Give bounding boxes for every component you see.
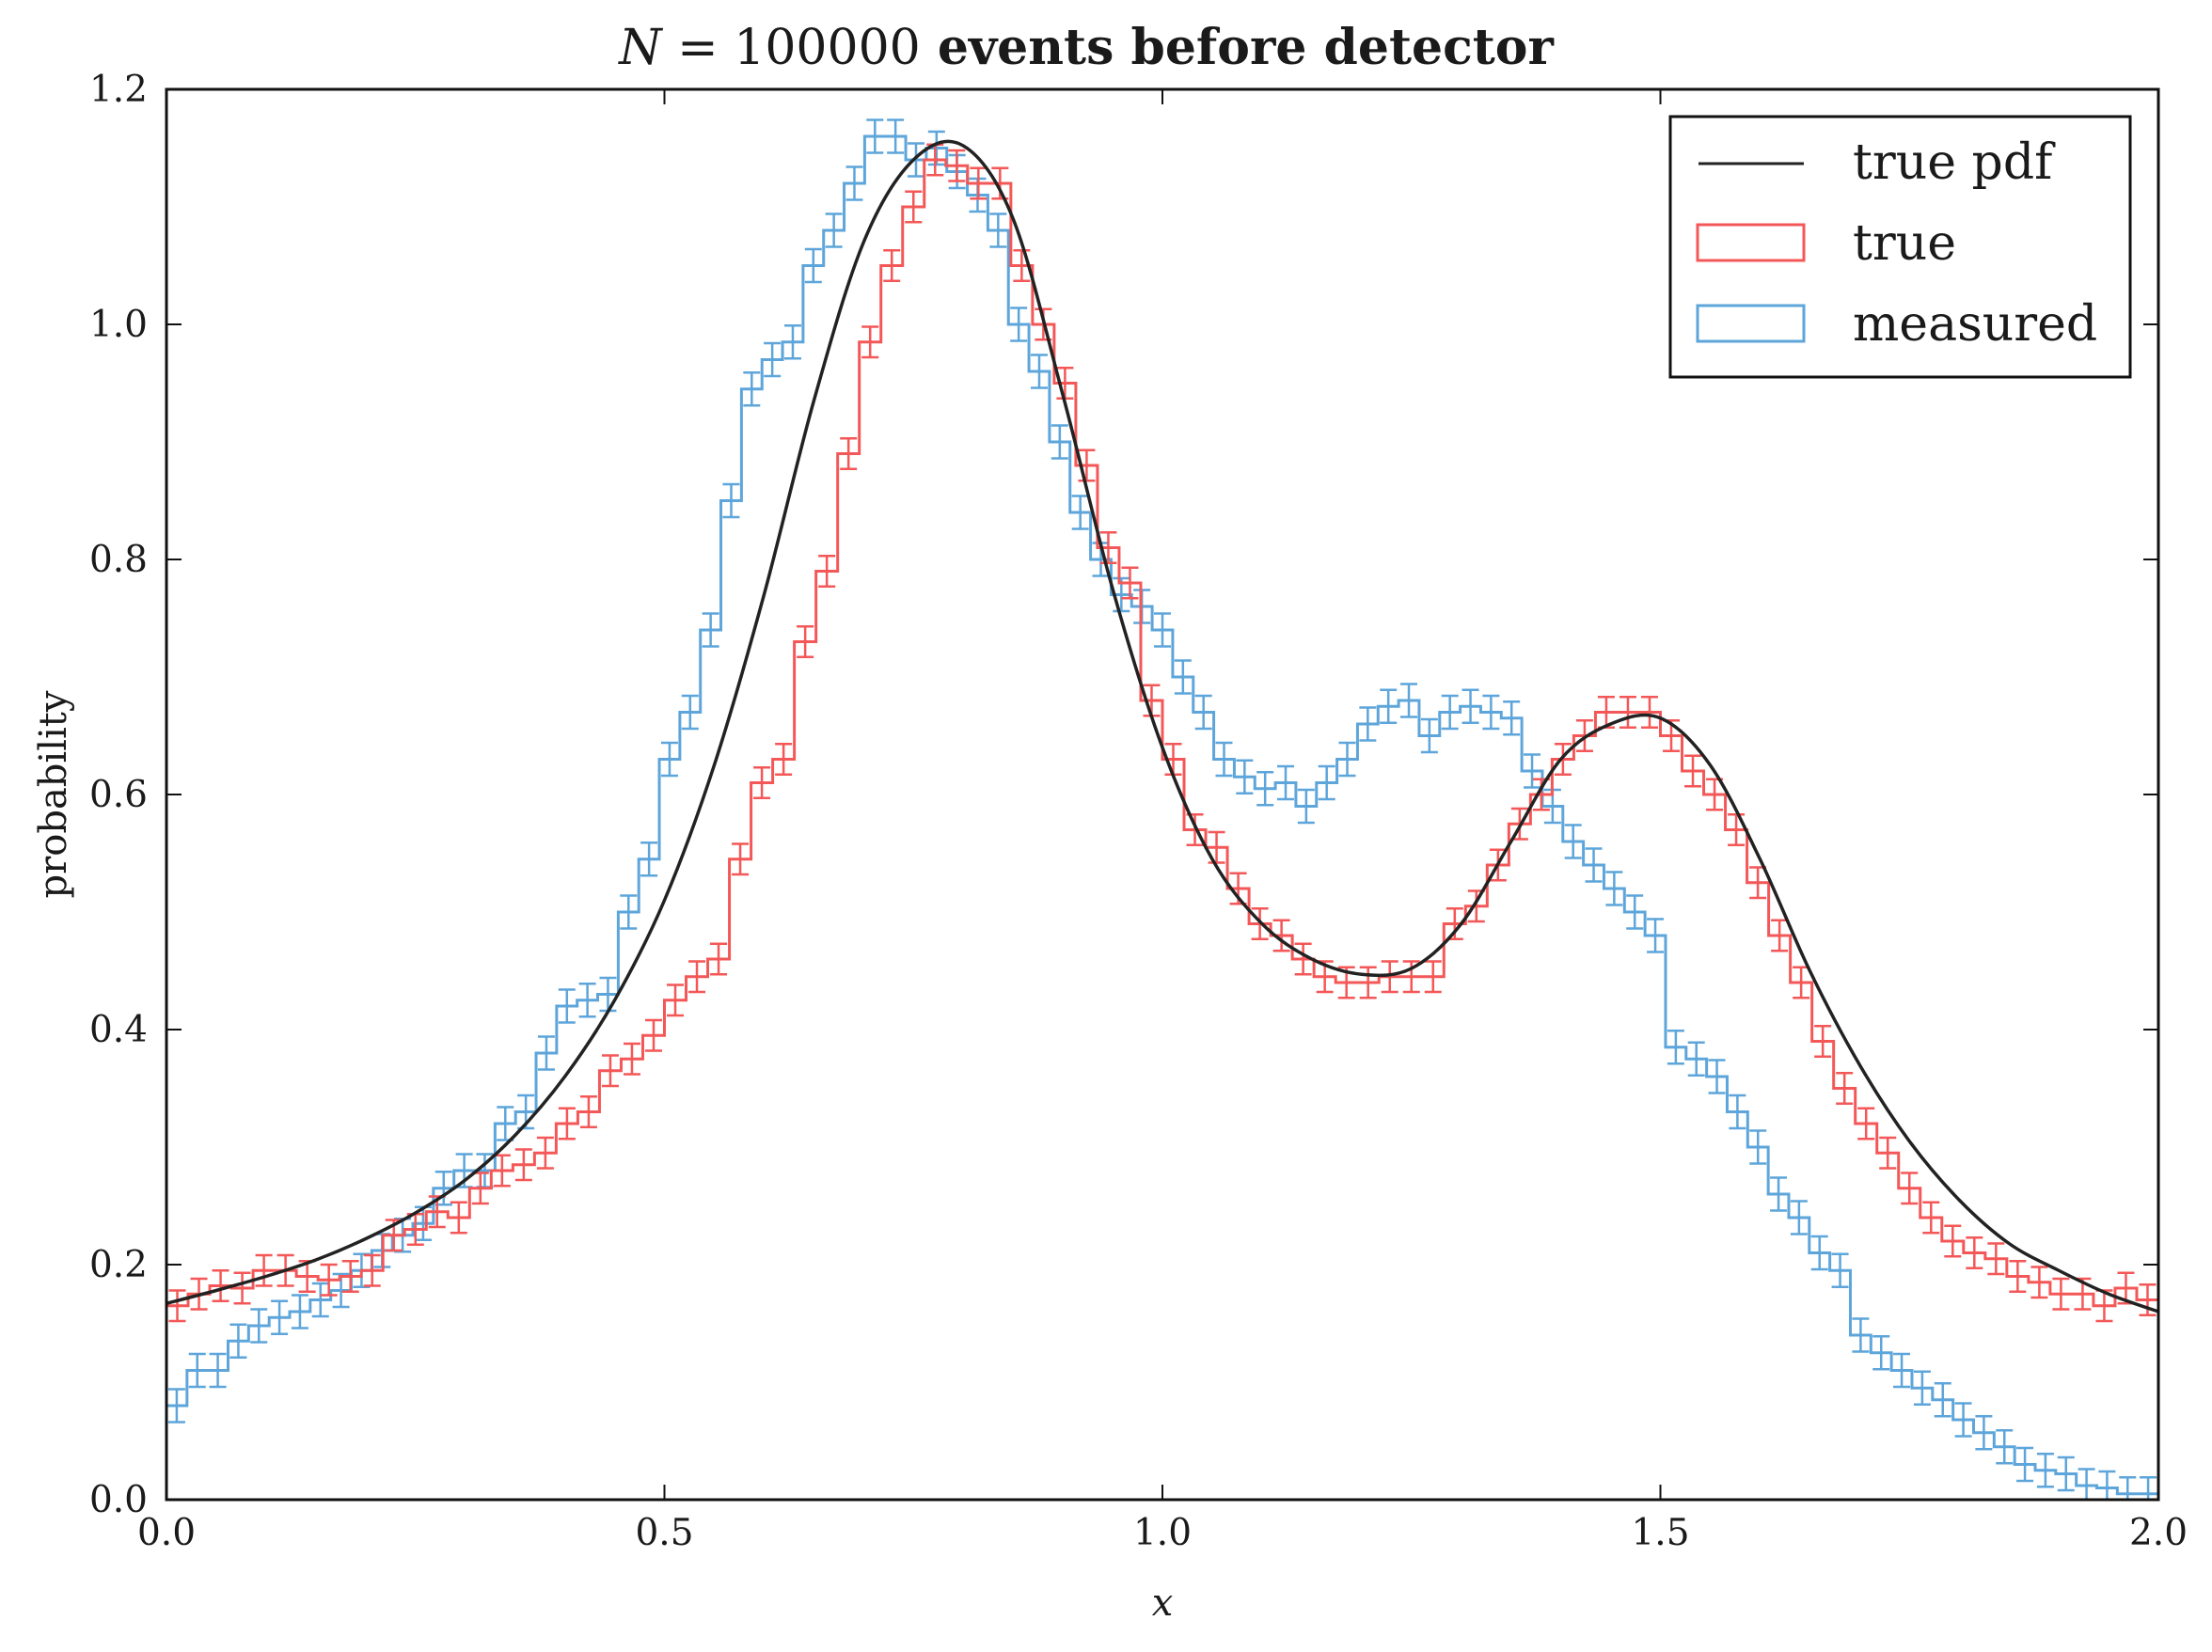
y-tick-label: 1.2 [89, 69, 148, 111]
x-tick-label: 1.0 [1133, 1512, 1192, 1554]
step-measured [165, 134, 2158, 1500]
y-tick-label: 0.6 [89, 774, 148, 816]
legend: true pdf true measured [1668, 115, 2132, 379]
x-axis-label: x [1152, 1581, 1174, 1625]
legend-label-true: true [1853, 215, 1956, 272]
y-axis-label: probability [32, 690, 75, 898]
true-pdf-line [166, 139, 2159, 1314]
ticks-layer: 0.0 0.5 1.0 1.5 2.0 0.0 0.2 0.4 0.6 0.8 1.0 1.2 [89, 69, 2188, 1554]
y-tick-label: 0.2 [89, 1244, 148, 1286]
x-tick-label: 0.5 [635, 1512, 693, 1554]
x-tick-label: 0.0 [137, 1512, 196, 1554]
y-tick-label: 0.0 [89, 1479, 148, 1521]
chart-title-text: events before detector [921, 19, 1555, 76]
step-true [165, 158, 2158, 1500]
y-tick-label: 0.4 [89, 1009, 148, 1051]
legend-swatch-measured [1696, 304, 1806, 343]
legend-swatch-true [1696, 223, 1806, 262]
x-tick-label: 1.5 [1631, 1512, 1689, 1554]
x-tick-label: 2.0 [2129, 1512, 2188, 1554]
legend-label-measured: measured [1853, 296, 2097, 353]
y-tick-label: 0.8 [89, 539, 148, 581]
chart-title-equation: = 100000 [662, 20, 921, 76]
errorbars-true [168, 143, 2157, 1323]
chart-title-variable: N [617, 20, 663, 76]
plot-area [165, 118, 2159, 1502]
y-tick-label: 1.0 [89, 304, 148, 346]
legend-label-true-pdf: true pdf [1853, 134, 2056, 191]
errorbars-measured [167, 118, 2157, 1502]
chart-title: N = 100000 events before detector [617, 19, 1554, 76]
legend-box [1668, 115, 2132, 379]
plot-frame [165, 87, 2160, 1502]
